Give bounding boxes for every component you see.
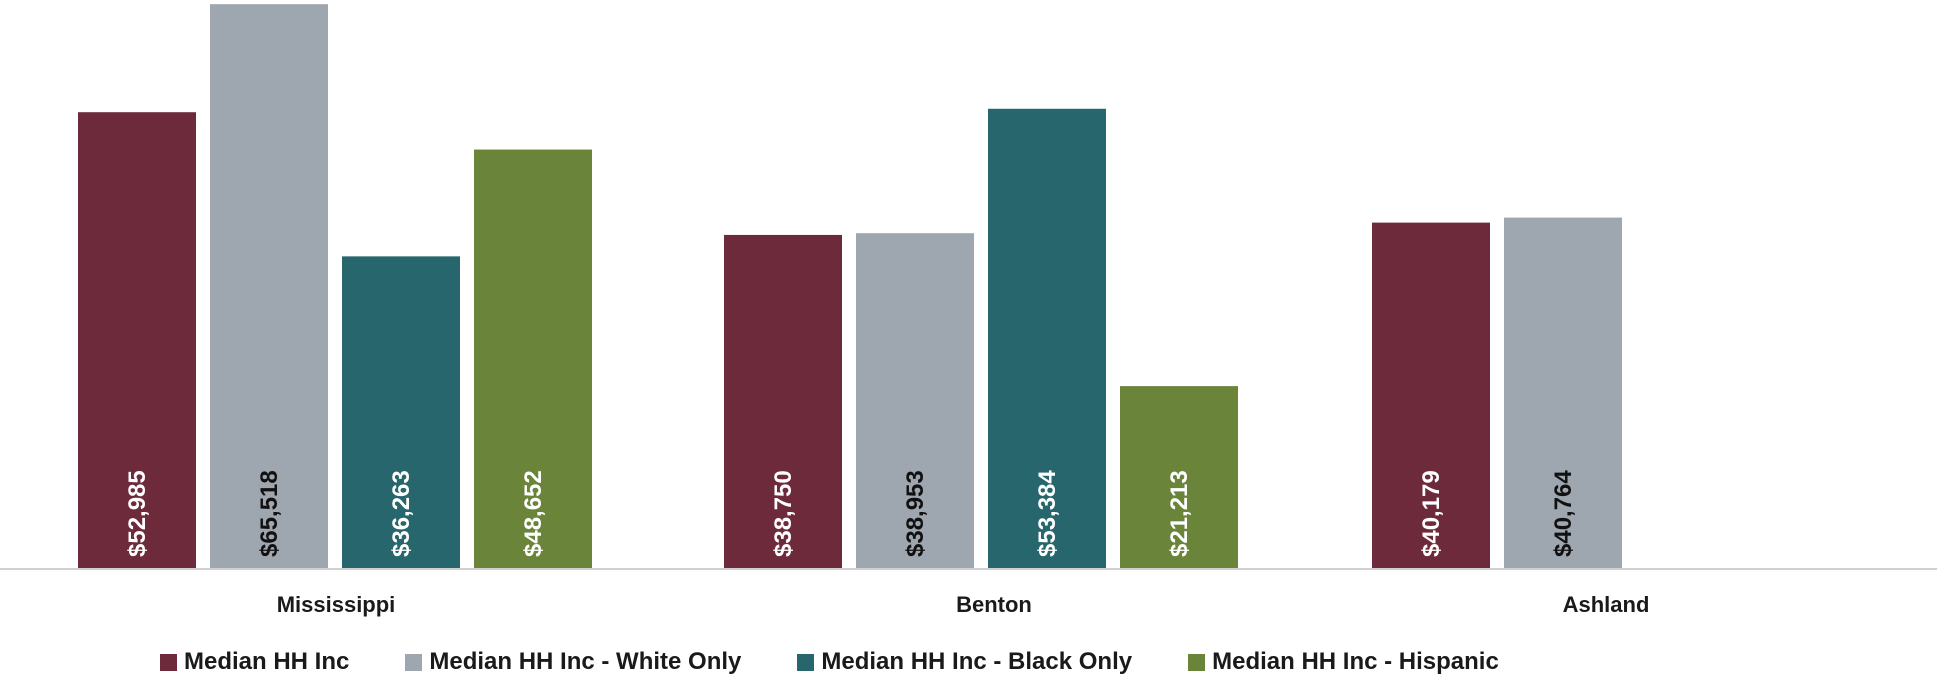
category-label-ashland: Ashland [1563, 592, 1650, 617]
legend-item-median-hh-inc: Median HH Inc [160, 648, 349, 676]
legend-item-hispanic: Median HH Inc - Hispanic [1188, 648, 1499, 676]
bar-benton-median-hh-inc [724, 234, 842, 569]
bar-label-benton-median-hh-inc-white-only: $38,953 [902, 470, 929, 557]
legend: Median HH Inc Median HH Inc - White Only… [160, 648, 1499, 676]
bar-label-mississippi-median-hh-inc-black-only: $36,263 [388, 470, 415, 557]
bar-ashland-median-hh-inc [1372, 222, 1490, 569]
bar-label-mississippi-median-hh-inc-hispanic: $48,652 [520, 470, 547, 557]
category-label-mississippi: Mississippi [277, 592, 396, 617]
legend-label-median-hh-inc: Median HH Inc [184, 648, 350, 675]
bar-benton-median-hh-inc-white-only [856, 233, 974, 569]
bar-labels-group: $52,985 $65,518 $36,263 $48,652 $38,750 $38,9… [124, 470, 1577, 557]
bar-benton-median-hh-inc-black-only [988, 108, 1106, 570]
category-label-benton: Benton [956, 592, 1032, 617]
legend-swatch-black-only [797, 653, 815, 671]
bar-label-mississippi-median-hh-inc-white-only: $65,518 [256, 470, 283, 557]
bars-group [78, 4, 1622, 570]
legend-label-hispanic: Median HH Inc - Hispanic [1212, 648, 1499, 675]
bar-label-benton-median-hh-inc-hispanic: $21,213 [1166, 470, 1193, 557]
legend-swatch-white-only [405, 653, 423, 671]
category-labels: Mississippi Benton Ashland [277, 592, 1650, 617]
legend-item-black-only: Median HH Inc - Black Only [797, 648, 1132, 676]
bar-mississippi-median-hh-inc-white-only [210, 4, 328, 570]
legend-label-black-only: Median HH Inc - Black Only [821, 648, 1133, 675]
legend-swatch-median-hh-inc [160, 653, 177, 671]
bar-chart: $52,985 $65,518 $36,263 $48,652 $38,750 $38,9… [0, 4, 1937, 617]
legend-item-white-only: Median HH Inc - White Only [405, 648, 741, 676]
bar-ashland-median-hh-inc-white-only [1504, 217, 1622, 569]
bar-label-benton-median-hh-inc-black-only: $53,384 [1034, 470, 1061, 557]
bar-label-mississippi-median-hh-inc: $52,985 [124, 470, 151, 557]
legend-swatch-hispanic [1188, 653, 1206, 671]
bar-mississippi-median-hh-inc-hispanic [474, 149, 592, 569]
bar-mississippi-median-hh-inc-black-only [342, 256, 460, 569]
legend-label-white-only: Median HH Inc - White Only [429, 648, 742, 675]
bar-label-benton-median-hh-inc: $38,750 [770, 470, 797, 557]
bar-mississippi-median-hh-inc [78, 112, 196, 569]
bar-label-ashland-median-hh-inc-white-only: $40,764 [1550, 470, 1577, 557]
bar-label-ashland-median-hh-inc: $40,179 [1418, 470, 1445, 557]
bar-benton-median-hh-inc-hispanic [1120, 386, 1238, 569]
